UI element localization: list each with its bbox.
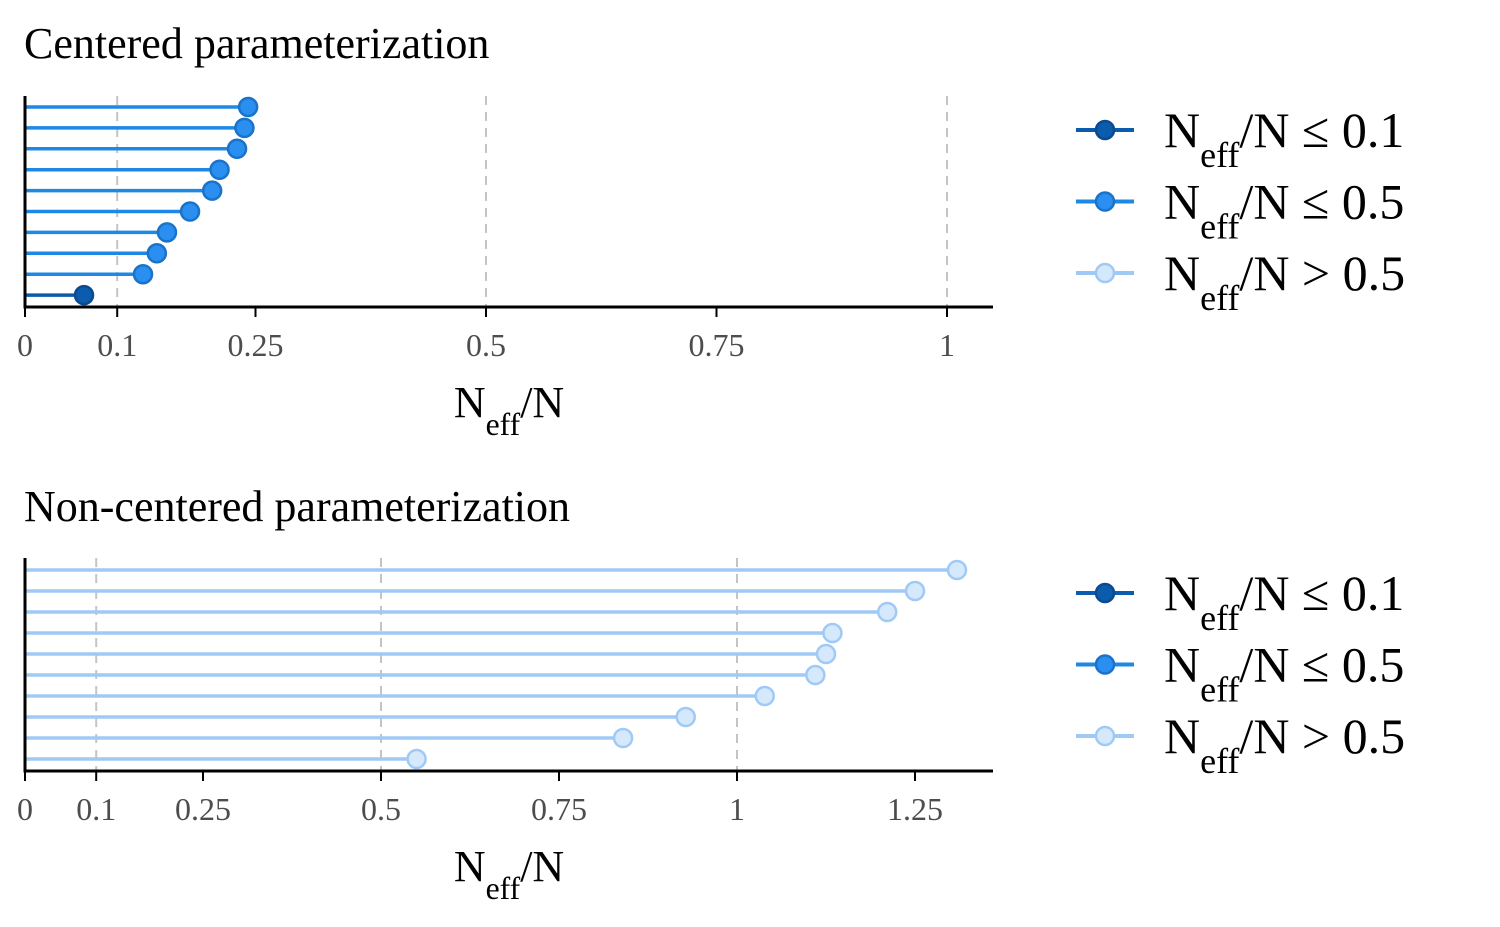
legend-item: Neff/N ≤ 0.5 (1076, 174, 1404, 247)
lollipop-point (146, 243, 168, 264)
legend-item: Neff/N > 0.5 (1076, 708, 1405, 781)
x-tick-label: 0.1 (97, 327, 137, 363)
lollipop-point (904, 580, 926, 602)
lollipop-point (156, 222, 178, 243)
x-tick-label: 0 (17, 791, 33, 827)
legend-marker (1094, 582, 1116, 604)
lollipop-point (209, 159, 230, 180)
x-tick-label: 0.25 (228, 327, 284, 363)
lollipop-point (226, 138, 248, 160)
lollipop-point (201, 180, 223, 201)
lollipop-point (234, 117, 255, 139)
x-tick-label: 0.75 (531, 791, 587, 827)
lollipop-point (132, 263, 154, 285)
x-tick-label: 0.5 (466, 327, 506, 363)
lollipop-point (754, 685, 776, 707)
legend-marker (1094, 262, 1116, 284)
legend-marker (1094, 725, 1116, 747)
legend-item: Neff/N ≤ 0.1 (1076, 565, 1404, 638)
lollipop-point (946, 559, 968, 581)
lollipop-point (237, 96, 259, 118)
x-axis-label: Neff/N (454, 842, 564, 906)
panel-title: Non-centered parameterization (24, 482, 570, 531)
panel-1: Centered parameterization 0 0.1 0.25 0.5 0.75… (17, 19, 1405, 442)
legend-label: Neff/N ≤ 0.1 (1164, 565, 1404, 638)
x-tick-label: 1 (729, 791, 745, 827)
lollipop-point (73, 284, 95, 306)
legend-label: Neff/N ≤ 0.1 (1164, 102, 1404, 175)
x-axis-label: Neff/N (454, 378, 564, 442)
lollipop-point (179, 201, 201, 222)
legend-marker (1094, 191, 1116, 212)
x-tick-label: 0 (17, 327, 33, 363)
x-tick-label: 0.1 (76, 791, 116, 827)
lollipop-point (822, 622, 843, 644)
lollipop-point (805, 664, 826, 686)
legend-label: Neff/N ≤ 0.5 (1164, 637, 1404, 710)
legend-label: Neff/N > 0.5 (1164, 245, 1405, 318)
legend-label: Neff/N > 0.5 (1164, 708, 1405, 781)
lollipop-point (876, 601, 898, 623)
lollipop-point (612, 727, 634, 749)
legend-marker (1094, 654, 1116, 675)
legend-item: Neff/N > 0.5 (1076, 245, 1405, 318)
panel-title: Centered parameterization (24, 19, 489, 68)
legend-item: Neff/N ≤ 0.1 (1076, 102, 1404, 175)
lollipop-point (675, 706, 696, 728)
x-tick-label: 0.5 (361, 791, 401, 827)
x-tick-label: 0.25 (175, 791, 231, 827)
legend-item: Neff/N ≤ 0.5 (1076, 637, 1404, 710)
panel-2: Non-centered parameterization 0 0.1 0.25 0.5… (17, 482, 1405, 906)
lollipop-point (406, 748, 427, 770)
lollipop-point (815, 643, 837, 665)
x-tick-label: 1 (939, 327, 955, 363)
x-tick-label: 0.75 (689, 327, 745, 363)
legend-marker (1094, 119, 1116, 141)
x-tick-label: 1.25 (887, 791, 943, 827)
legend-label: Neff/N ≤ 0.5 (1164, 174, 1404, 247)
